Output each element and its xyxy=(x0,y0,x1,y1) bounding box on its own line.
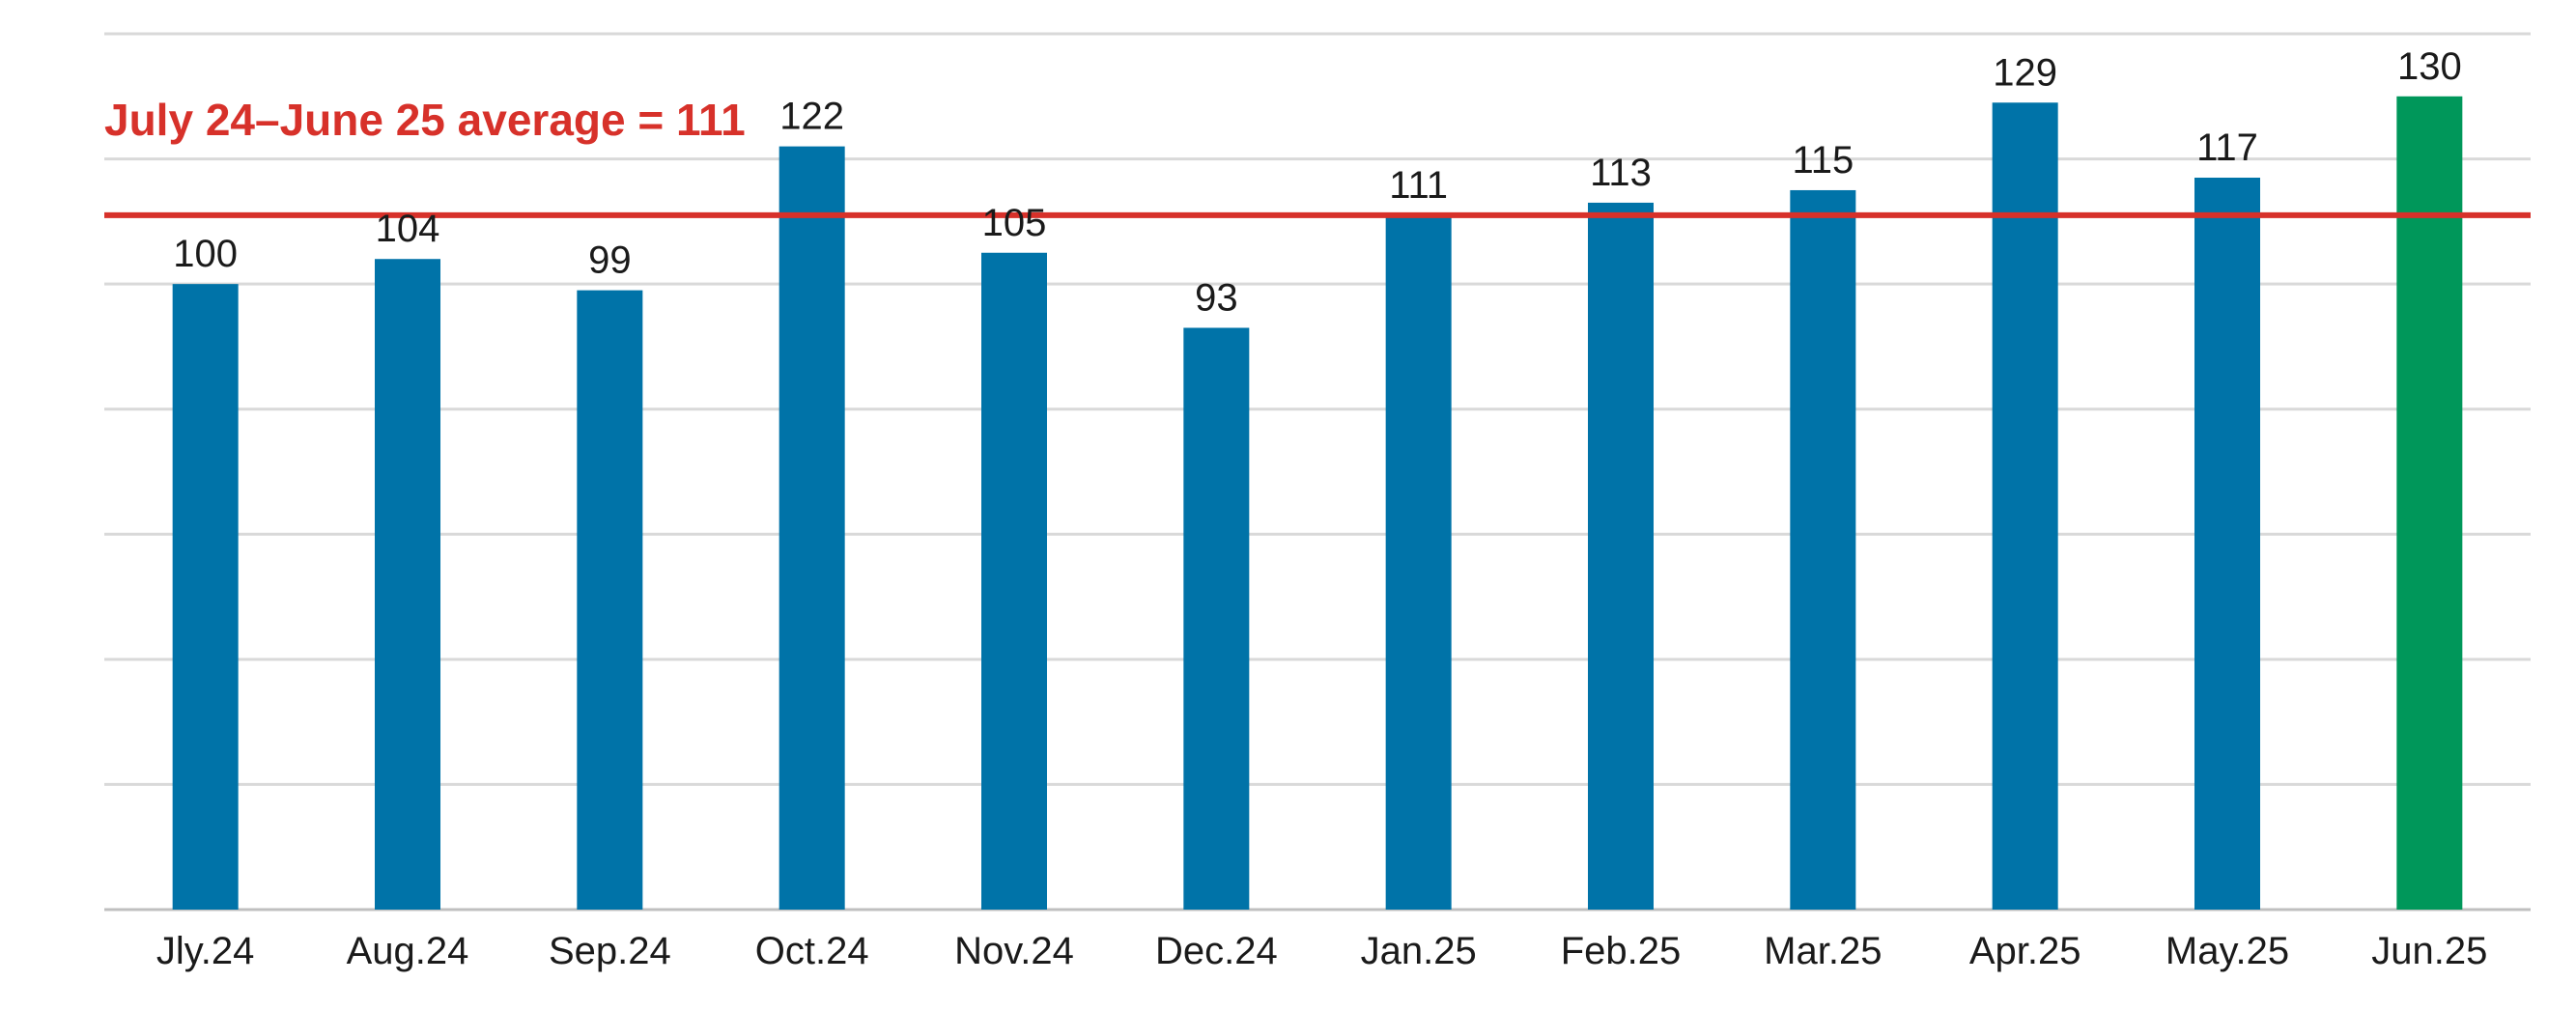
x-tick-label: Aug.24 xyxy=(347,930,469,972)
x-axis-tick-labels: Jly.24 Aug.24 Sep.24 Oct.24 Nov.24 Dec.24 Jan.… xyxy=(156,930,2487,972)
x-tick-label: Jly.24 xyxy=(156,930,255,972)
bar xyxy=(981,252,1047,910)
bar xyxy=(2396,96,2463,911)
bar-value-label: 117 xyxy=(2196,126,2258,169)
value-labels: 100 104 99 122 105 93 111 113 115 129 117 130 xyxy=(173,45,2461,320)
bar xyxy=(1385,214,1452,911)
x-tick-label: Mar.25 xyxy=(1764,930,1882,972)
bar-value-label: 105 xyxy=(982,202,1047,244)
x-tick-label: Apr.25 xyxy=(1969,930,2081,972)
bar-value-label: 130 xyxy=(2397,45,2462,88)
bar-value-label: 93 xyxy=(1195,276,1238,319)
bar-value-label: 129 xyxy=(1993,51,2057,94)
bars xyxy=(172,96,2463,911)
x-tick-label: Nov.24 xyxy=(954,930,1074,972)
bar xyxy=(1183,327,1250,910)
x-tick-label: Sep.24 xyxy=(549,930,671,972)
x-tick-label: Jun.25 xyxy=(2371,930,2487,972)
x-tick-label: Jan.25 xyxy=(1361,930,1477,972)
bar xyxy=(1588,202,1654,910)
x-tick-label: Oct.24 xyxy=(755,930,869,972)
bar-value-label: 99 xyxy=(588,239,632,282)
bar xyxy=(375,259,440,910)
bar xyxy=(2194,178,2260,910)
x-tick-label: Feb.25 xyxy=(1561,930,1682,972)
gridlines xyxy=(104,32,2531,912)
average-label: July 24–June 25 average = 111 xyxy=(104,95,746,145)
bar-value-label: 122 xyxy=(779,96,844,138)
bar xyxy=(1790,189,1856,910)
bar xyxy=(778,146,845,911)
bar xyxy=(1992,102,2058,910)
bar-value-label: 113 xyxy=(1590,152,1652,194)
bar-value-label: 115 xyxy=(1792,139,1854,182)
bar-value-label: 111 xyxy=(1389,164,1448,207)
x-tick-label: Dec.24 xyxy=(1155,930,1278,972)
bar xyxy=(577,290,643,910)
bar xyxy=(172,284,239,911)
bar-value-label: 104 xyxy=(376,208,440,250)
average-reference: July 24–June 25 average = 111 xyxy=(104,95,2531,218)
bar-value-label: 100 xyxy=(173,233,238,275)
x-tick-label: May.25 xyxy=(2166,930,2289,972)
